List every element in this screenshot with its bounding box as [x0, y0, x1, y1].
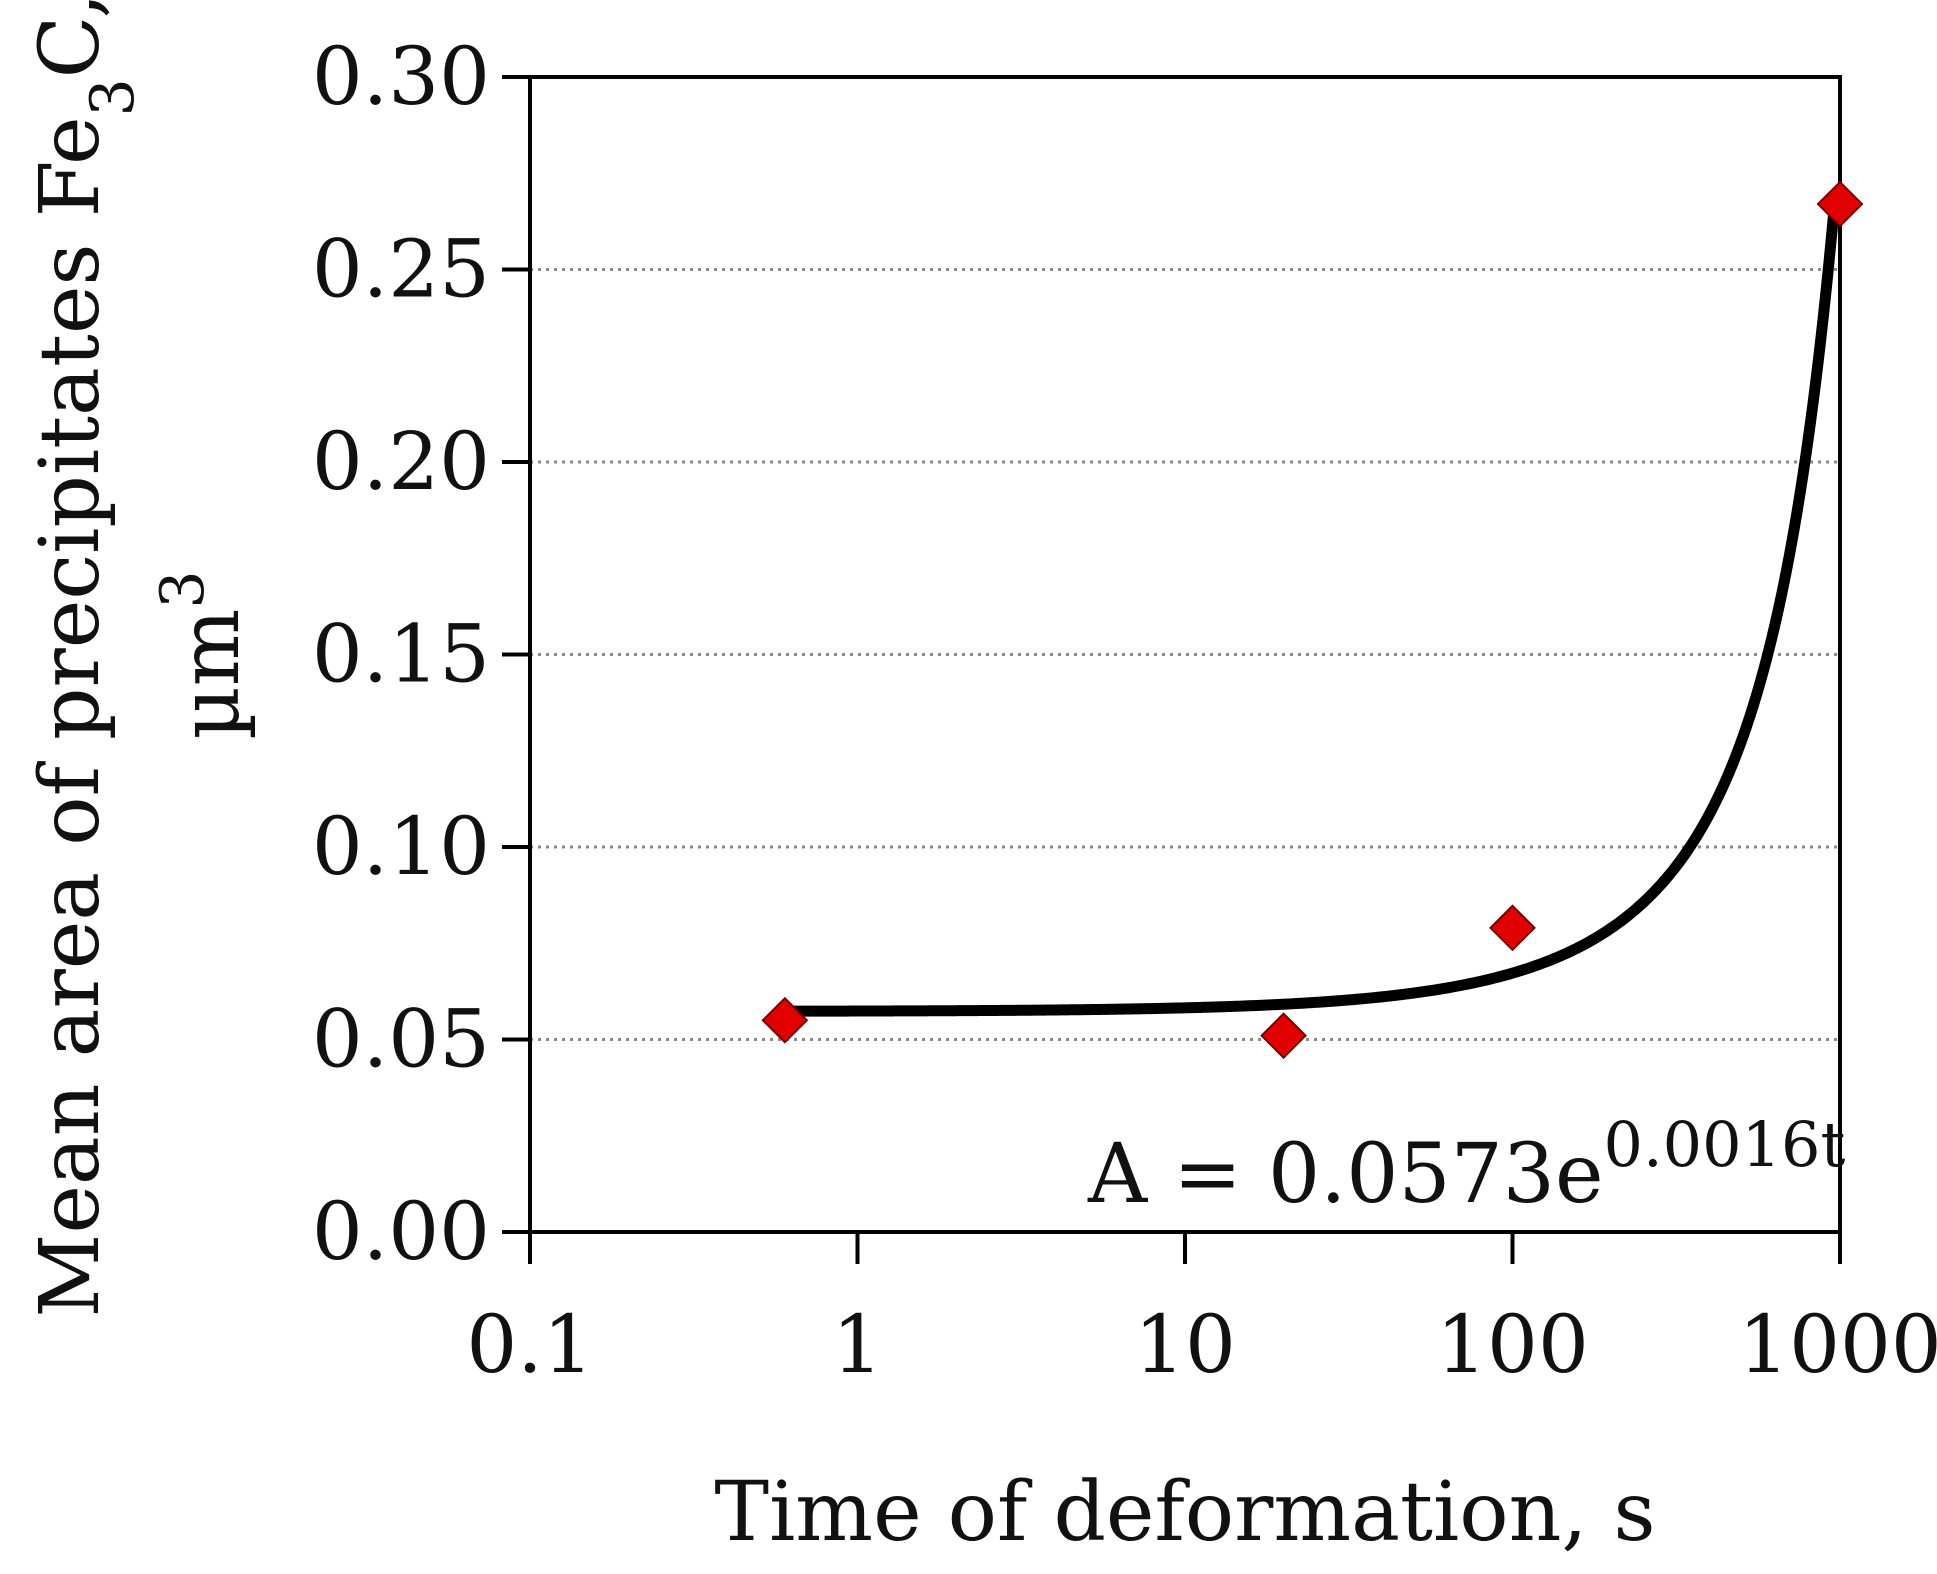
equation-exponent: 0.0016t — [1604, 1108, 1846, 1181]
y-tick-label-0: 0.00 — [312, 1185, 490, 1278]
x-tick-label-1: 1 — [832, 1298, 883, 1391]
y-axis-title-subscript: 3 — [78, 78, 148, 116]
x-tick-label-2: 10 — [1134, 1298, 1236, 1391]
y-axis-title-unit: µm — [163, 609, 258, 740]
y-axis-title-tail: C, — [23, 0, 118, 78]
data-point-1 — [1260, 1012, 1308, 1060]
equation-base: A = 0.0573e — [1087, 1127, 1604, 1222]
y-tick-label-4: 0.20 — [312, 415, 490, 508]
svg-text:µm3: µm3 — [148, 570, 258, 739]
trendline-equation: A = 0.0573e0.0016t — [1087, 1108, 1845, 1223]
x-axis-title: Time of deformation, s — [714, 1465, 1655, 1560]
svg-text:Mean area of precipitates Fe3C: Mean area of precipitates Fe3C, — [23, 0, 148, 1318]
y-axis-title-main: Mean area of precipitates Fe — [23, 116, 118, 1317]
y-axis-title: Mean area of precipitates Fe3C, µm3 — [23, 0, 258, 1318]
y-tick-label-3: 0.15 — [312, 608, 490, 701]
grid-lines — [530, 268, 1840, 1041]
y-tick-label-6: 0.30 — [312, 30, 490, 123]
y-tick-label-1: 0.05 — [312, 993, 490, 1086]
y-tick-label-2: 0.10 — [312, 800, 490, 893]
trendline — [779, 201, 1840, 1017]
x-tick-label-3: 100 — [1436, 1298, 1589, 1391]
x-tick-label-0: 0.1 — [466, 1298, 593, 1391]
data-point-0 — [761, 996, 809, 1044]
x-tick-label-4: 1000 — [1738, 1298, 1937, 1391]
data-point-2 — [1489, 904, 1536, 952]
trendline-curve — [779, 201, 1840, 1017]
tick-labels: 0.00 0.05 0.10 0.15 0.20 0.25 0.30 0.1 1 10 100 100… — [312, 30, 1937, 1391]
data-points — [761, 180, 1864, 1060]
y-axis-title-unit-superscript: 3 — [148, 570, 218, 608]
axis-ticks — [502, 75, 1842, 1264]
y-tick-label-5: 0.25 — [312, 223, 490, 316]
data-point-3 — [1816, 180, 1864, 228]
